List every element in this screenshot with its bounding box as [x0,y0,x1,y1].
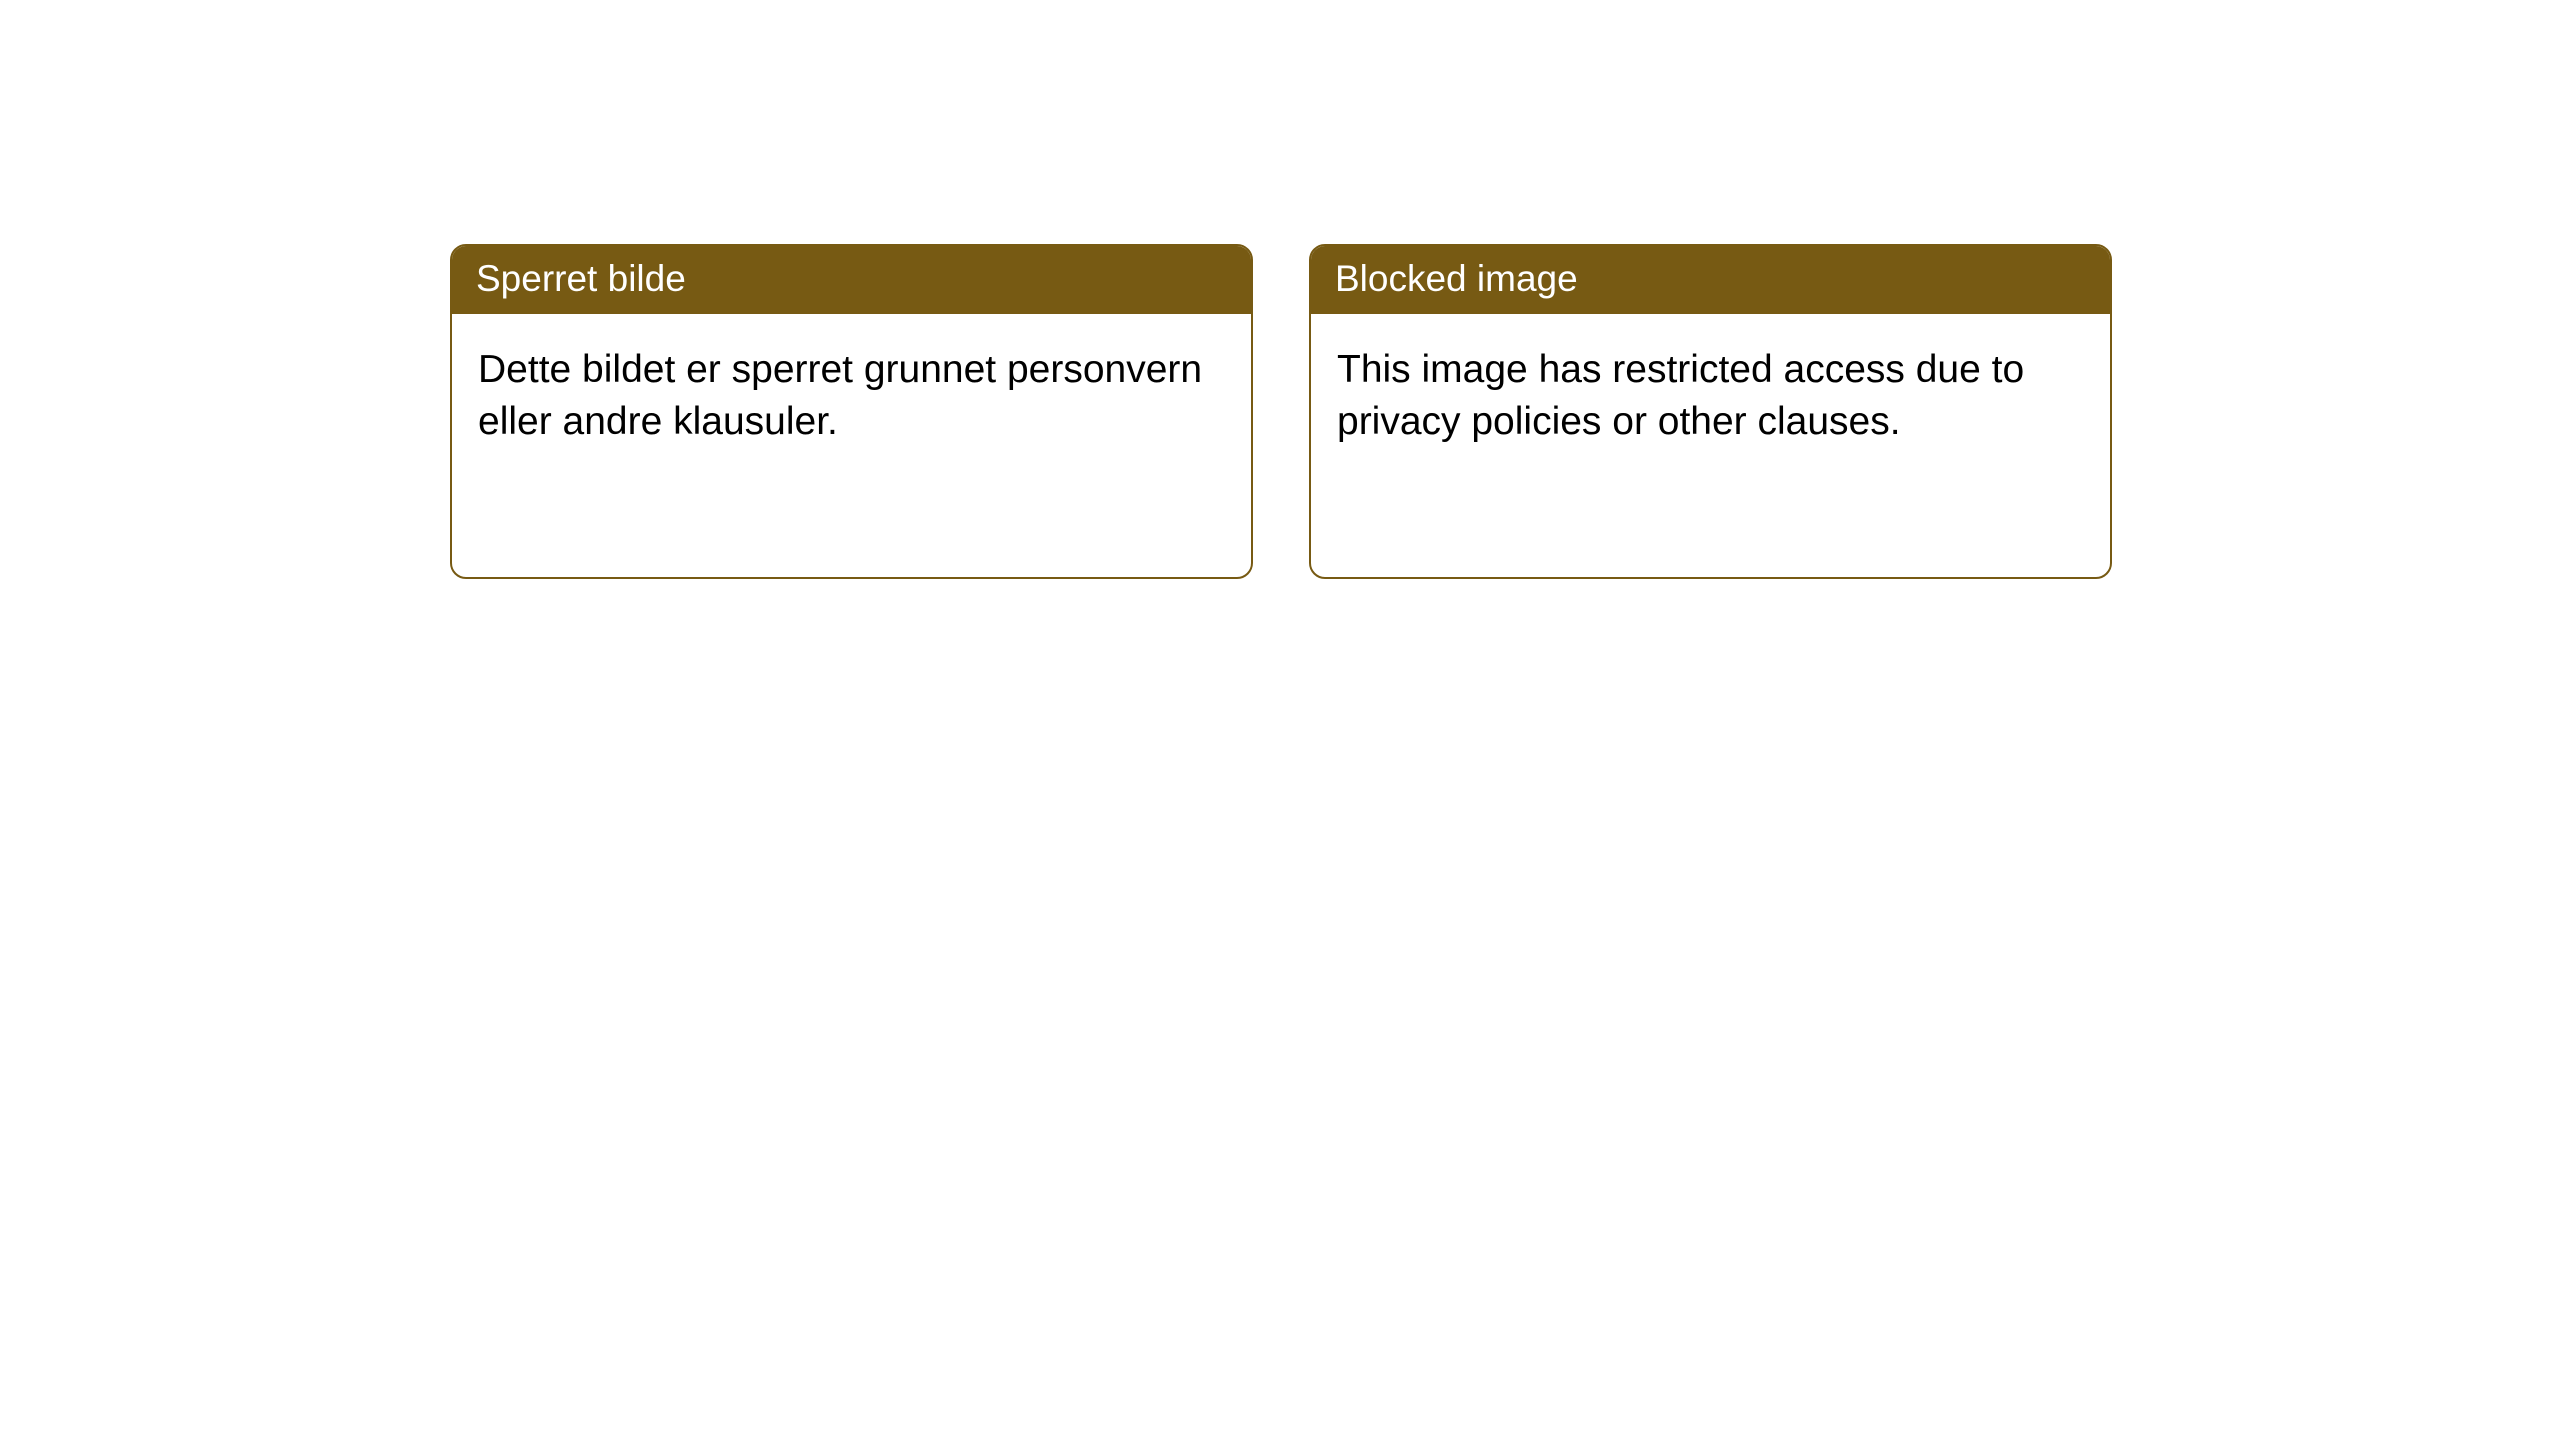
notice-card-norwegian: Sperret bilde Dette bildet er sperret gr… [450,244,1253,579]
notice-card-body: Dette bildet er sperret grunnet personve… [452,314,1251,479]
notice-card-body: This image has restricted access due to … [1311,314,2110,479]
notice-card-english: Blocked image This image has restricted … [1309,244,2112,579]
notice-card-container: Sperret bilde Dette bildet er sperret gr… [0,0,2560,579]
notice-card-title: Sperret bilde [452,246,1251,314]
notice-card-title: Blocked image [1311,246,2110,314]
